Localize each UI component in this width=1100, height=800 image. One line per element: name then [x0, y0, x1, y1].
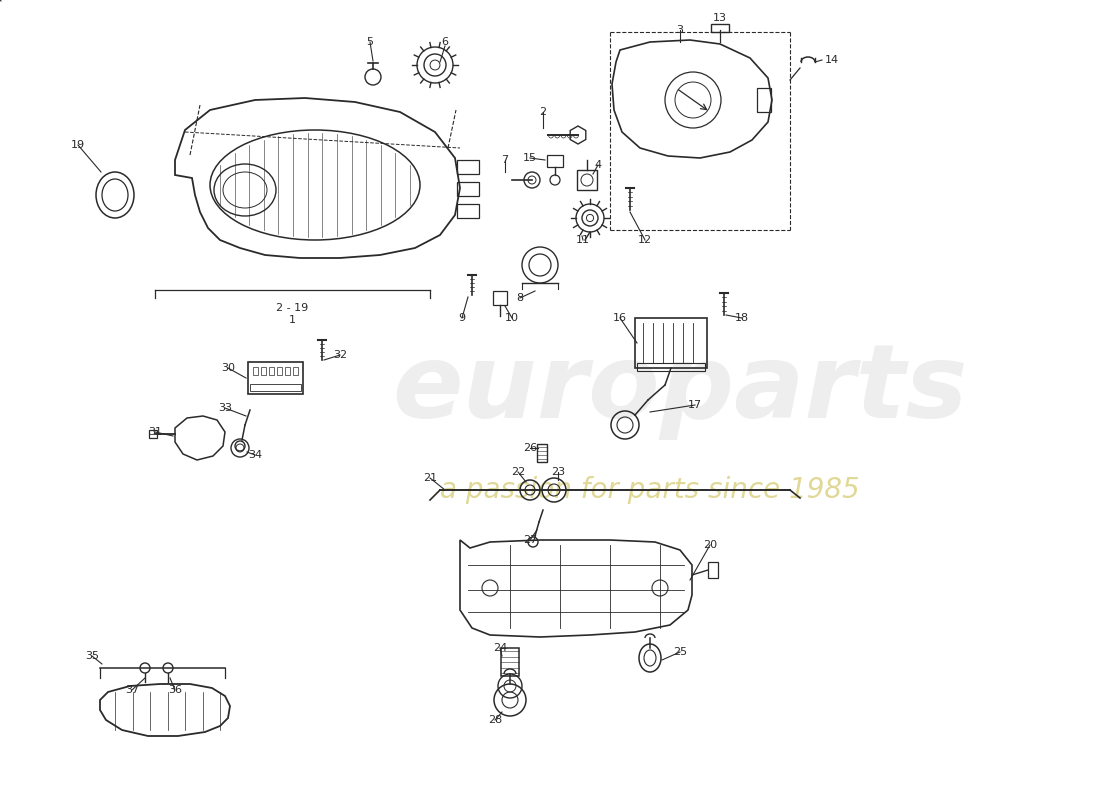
Bar	[250, 384, 301, 391]
Text: 5: 5	[366, 37, 374, 47]
Bar	[456, 182, 478, 196]
Text: 30: 30	[221, 363, 235, 373]
Bar	[547, 155, 563, 167]
Text: 9: 9	[459, 313, 465, 323]
Text: 27: 27	[522, 535, 537, 545]
Text: 2 - 19: 2 - 19	[276, 303, 308, 313]
Text: a passion for parts since 1985: a passion for parts since 1985	[440, 476, 860, 504]
Text: 28: 28	[488, 715, 502, 725]
Text: 21: 21	[422, 473, 437, 483]
Text: 20: 20	[703, 540, 717, 550]
Bar	[456, 204, 478, 218]
Bar	[500, 648, 519, 676]
Text: 36: 36	[168, 685, 182, 695]
Text: 6: 6	[441, 37, 449, 47]
Text: 7: 7	[502, 155, 508, 165]
Text: 4: 4	[594, 160, 602, 170]
Bar	[537, 444, 547, 462]
Text: 25: 25	[673, 647, 688, 657]
Bar	[253, 367, 258, 375]
Text: 13: 13	[713, 13, 727, 23]
Text: 18: 18	[735, 313, 749, 323]
Bar	[637, 363, 705, 371]
Text: 32: 32	[333, 350, 348, 360]
Text: 1: 1	[288, 315, 296, 325]
Bar	[148, 430, 157, 438]
Text: 14: 14	[825, 55, 839, 65]
Bar	[635, 318, 707, 368]
Text: 34: 34	[248, 450, 262, 460]
Text: 3: 3	[676, 25, 683, 35]
Bar	[270, 367, 274, 375]
Text: 22: 22	[510, 467, 525, 477]
Bar	[708, 562, 718, 578]
Bar	[757, 88, 771, 112]
Text: 26: 26	[522, 443, 537, 453]
Bar	[277, 367, 282, 375]
Text: 10: 10	[505, 313, 519, 323]
Text: 17: 17	[688, 400, 702, 410]
Text: 24: 24	[493, 643, 507, 653]
Text: 2: 2	[539, 107, 547, 117]
Text: europarts: europarts	[393, 339, 968, 441]
Bar	[456, 160, 478, 174]
Text: 8: 8	[516, 293, 524, 303]
Text: 35: 35	[85, 651, 99, 661]
Bar	[248, 362, 302, 394]
Text: 15: 15	[522, 153, 537, 163]
Bar	[261, 367, 266, 375]
Text: 16: 16	[613, 313, 627, 323]
Bar	[493, 291, 507, 305]
Text: 19: 19	[70, 140, 85, 150]
Bar	[293, 367, 298, 375]
Bar	[285, 367, 290, 375]
Text: 23: 23	[551, 467, 565, 477]
Bar	[711, 24, 729, 32]
Text: 12: 12	[638, 235, 652, 245]
Text: 37: 37	[125, 685, 139, 695]
Text: 31: 31	[148, 427, 162, 437]
Bar	[578, 170, 597, 190]
Text: 33: 33	[218, 403, 232, 413]
Text: 11: 11	[576, 235, 590, 245]
